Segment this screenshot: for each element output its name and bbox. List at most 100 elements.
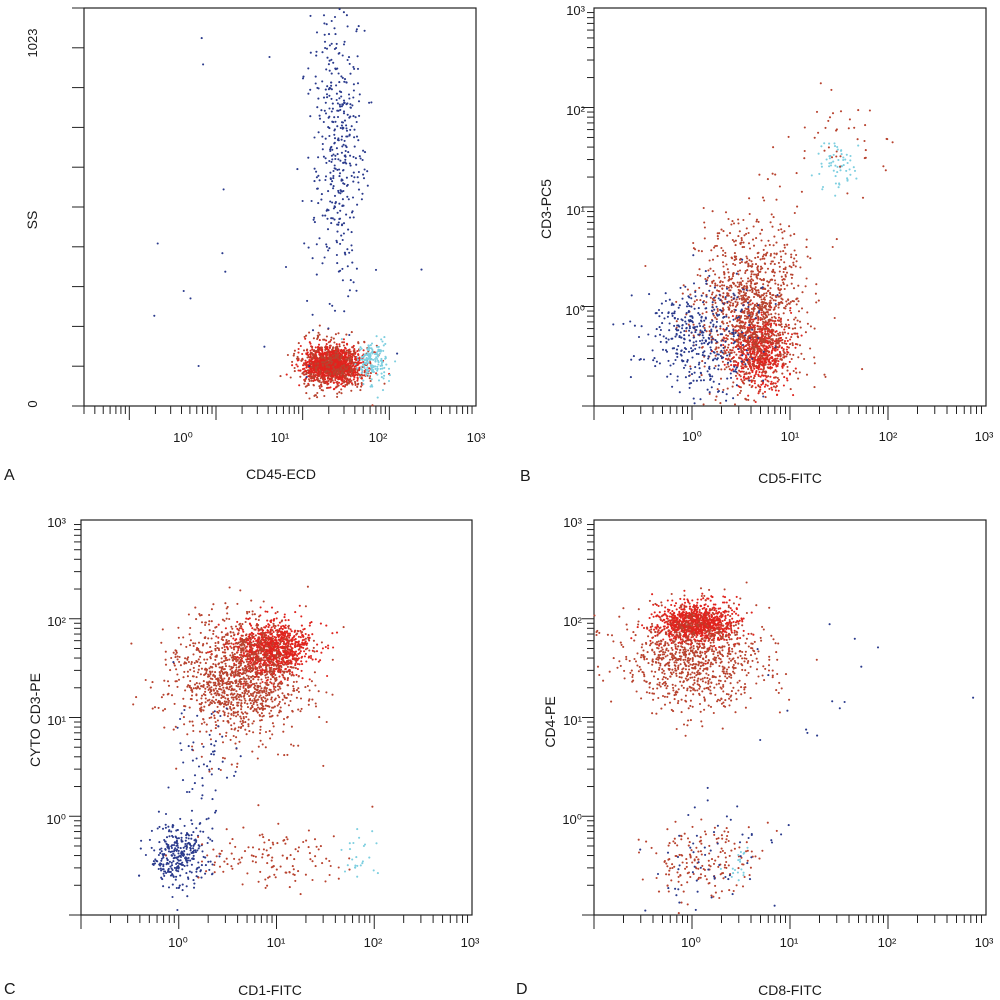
event-dot [345, 333, 348, 336]
event-dot [332, 373, 335, 376]
panel-a-dots [153, 8, 423, 407]
event-dot [779, 358, 782, 361]
event-dot [773, 252, 776, 255]
event-dot [736, 393, 739, 397]
event-dot [754, 386, 757, 389]
event-dot [375, 372, 378, 375]
event-dot [353, 365, 357, 368]
event-dot [725, 393, 728, 396]
event-dot [374, 353, 377, 356]
event-dot [683, 329, 686, 333]
event-dot [343, 139, 346, 142]
event-dot [731, 368, 734, 371]
event-dot [720, 246, 723, 250]
event-dot [327, 63, 330, 66]
event-dot [706, 276, 709, 279]
event-dot [714, 339, 717, 342]
event-dot [790, 266, 793, 269]
event-dot [318, 357, 321, 360]
event-dot [683, 347, 687, 350]
event-dot [809, 347, 812, 350]
panel-b-frame [593, 7, 987, 407]
event-dot [770, 319, 773, 322]
event-dot [331, 201, 334, 204]
event-dot [309, 349, 312, 352]
event-dot [741, 279, 744, 283]
event-dot [341, 223, 344, 226]
event-dot [363, 366, 366, 370]
event-dot [331, 148, 334, 151]
event-dot [712, 325, 715, 328]
event-dot [352, 65, 355, 69]
event-dot [301, 352, 304, 356]
event-dot [722, 312, 725, 315]
event-dot [790, 256, 793, 259]
event-dot [337, 332, 340, 335]
event-dot [312, 373, 315, 376]
event-dot [773, 370, 776, 373]
event-dot [752, 295, 756, 299]
event-dot [742, 347, 745, 350]
event-dot [753, 328, 756, 331]
event-dot [312, 369, 315, 372]
event-dot [705, 301, 708, 304]
event-dot [768, 323, 771, 326]
event-dot [700, 250, 703, 253]
event-dot [384, 355, 387, 358]
event-dot [664, 349, 668, 352]
event-dot [739, 335, 742, 338]
event-dot [753, 304, 756, 307]
event-dot [735, 366, 738, 369]
event-dot [333, 309, 337, 312]
event-dot [339, 242, 342, 245]
event-dot [309, 115, 312, 118]
event-dot [763, 199, 766, 202]
event-dot [693, 402, 696, 405]
event-dot [756, 256, 760, 259]
event-dot [376, 373, 379, 376]
event-dot [337, 223, 340, 226]
event-dot [692, 326, 695, 329]
event-dot [788, 360, 791, 363]
event-dot [683, 334, 686, 337]
event-dot [348, 350, 351, 353]
event-dot [782, 267, 785, 271]
event-dot [315, 273, 318, 276]
event-dot [337, 221, 340, 224]
event-dot [662, 335, 665, 338]
event-dot [833, 316, 836, 320]
event-dot [776, 294, 779, 297]
event-dot [325, 374, 328, 377]
event-dot [366, 351, 369, 354]
event-dot [714, 301, 717, 304]
event-dot [765, 346, 768, 349]
event-dot [685, 305, 689, 308]
event-dot [774, 312, 777, 315]
event-dot [738, 356, 741, 359]
event-dot [350, 244, 353, 247]
event-dot [362, 177, 366, 180]
event-dot [792, 353, 795, 356]
event-dot [774, 389, 777, 392]
event-dot [343, 366, 346, 369]
event-dot [770, 213, 773, 216]
event-dot [330, 336, 333, 339]
event-dot [344, 352, 348, 355]
event-dot [381, 364, 384, 367]
event-dot [651, 349, 654, 352]
event-dot [350, 331, 353, 334]
event-dot [725, 328, 728, 331]
event-dot [698, 339, 702, 343]
event-dot [747, 295, 750, 299]
event-dot [360, 385, 363, 388]
event-dot [327, 379, 330, 382]
event-dot [333, 167, 336, 170]
event-dot [763, 287, 766, 290]
event-dot [732, 338, 735, 341]
event-dot [757, 291, 760, 294]
event-dot [685, 330, 688, 333]
event-dot [734, 300, 737, 303]
event-dot [369, 372, 372, 375]
event-dot [680, 354, 683, 357]
event-dot [365, 373, 368, 377]
